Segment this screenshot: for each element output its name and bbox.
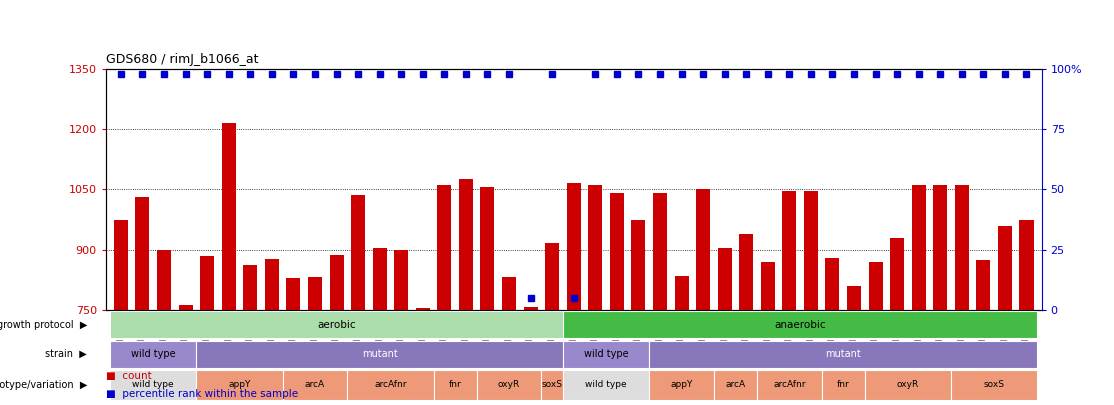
Bar (804, 192, 818, 310)
Bar (283, 370, 348, 400)
Bar (394, 249, 408, 310)
Bar (110, 311, 563, 338)
Bar (114, 220, 128, 310)
Text: arcA: arcA (305, 380, 325, 389)
Bar (351, 195, 365, 310)
Bar (502, 277, 516, 310)
Text: growth protocol  ▶: growth protocol ▶ (0, 320, 87, 330)
Bar (459, 179, 473, 310)
Text: appY: appY (671, 380, 693, 389)
Bar (480, 188, 495, 310)
Bar (1019, 220, 1034, 310)
Bar (433, 370, 477, 400)
Text: arcA: arcA (725, 380, 745, 389)
Text: ■  percentile rank within the sample: ■ percentile rank within the sample (106, 389, 297, 399)
Bar (110, 341, 196, 368)
Text: anaerobic: anaerobic (774, 320, 825, 330)
Text: oxyR: oxyR (897, 380, 919, 389)
Bar (998, 226, 1012, 310)
Bar (416, 308, 430, 310)
Bar (864, 370, 951, 400)
Bar (847, 286, 861, 310)
Bar (563, 370, 649, 400)
Bar (951, 370, 1037, 400)
Text: wild type: wild type (133, 380, 174, 389)
Bar (286, 278, 301, 310)
Bar (438, 185, 451, 310)
Bar (178, 305, 193, 310)
Bar (373, 247, 387, 310)
Text: soxS: soxS (541, 380, 563, 389)
Bar (157, 249, 172, 310)
Bar (696, 190, 710, 310)
Text: oxyR: oxyR (498, 380, 520, 389)
Text: ■  count: ■ count (106, 371, 152, 381)
Text: genotype/variation  ▶: genotype/variation ▶ (0, 380, 87, 390)
Bar (714, 370, 758, 400)
Bar (563, 341, 649, 368)
Bar (201, 256, 214, 310)
Bar (348, 370, 433, 400)
Bar (976, 260, 990, 310)
Bar (911, 185, 926, 310)
Bar (740, 234, 753, 310)
Bar (782, 192, 797, 310)
Text: GDS680 / rimJ_b1066_at: GDS680 / rimJ_b1066_at (106, 53, 258, 66)
Bar (934, 185, 947, 310)
Bar (649, 370, 714, 400)
Bar (758, 370, 822, 400)
Bar (243, 265, 257, 310)
Bar (761, 262, 774, 310)
Bar (477, 370, 541, 400)
Bar (649, 341, 1037, 368)
Text: aerobic: aerobic (317, 320, 355, 330)
Bar (869, 262, 882, 310)
Bar (110, 370, 196, 400)
Bar (265, 259, 278, 310)
Text: soxS: soxS (984, 380, 1005, 389)
Bar (545, 243, 559, 310)
Bar (222, 123, 236, 310)
Text: arcAfnr: arcAfnr (374, 380, 407, 389)
Bar (632, 220, 645, 310)
Text: arcAfnr: arcAfnr (773, 380, 805, 389)
Bar (196, 370, 283, 400)
Bar (330, 255, 343, 310)
Bar (541, 370, 563, 400)
Bar (567, 183, 580, 310)
Bar (524, 307, 538, 310)
Bar (822, 370, 864, 400)
Bar (955, 185, 969, 310)
Text: mutant: mutant (362, 349, 398, 359)
Text: wild type: wild type (584, 349, 628, 359)
Text: mutant: mutant (825, 349, 861, 359)
Bar (136, 197, 149, 310)
Bar (717, 247, 732, 310)
Text: wild type: wild type (585, 380, 627, 389)
Bar (653, 194, 667, 310)
Text: fnr: fnr (449, 380, 461, 389)
Text: appY: appY (228, 380, 251, 389)
Text: strain  ▶: strain ▶ (46, 349, 87, 359)
Text: fnr: fnr (837, 380, 850, 389)
Bar (196, 341, 563, 368)
Bar (609, 194, 624, 310)
Text: wild type: wild type (131, 349, 176, 359)
Bar (825, 258, 840, 310)
Bar (307, 277, 322, 310)
Bar (563, 311, 1037, 338)
Bar (674, 276, 688, 310)
Bar (588, 185, 603, 310)
Bar (890, 238, 905, 310)
